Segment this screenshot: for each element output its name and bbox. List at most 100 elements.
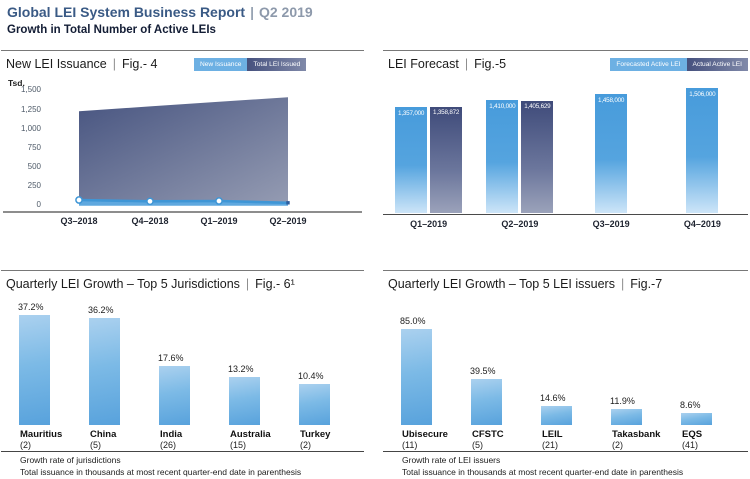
fig5-title-pipe: | (464, 57, 469, 71)
fig5-legend: Forecasted Active LEI Actual Active LEI (610, 58, 748, 71)
fig6-title-pipe: | (245, 277, 250, 291)
fig7-bar (401, 329, 432, 425)
legend-new-issuance: New Issuance (194, 58, 248, 71)
fig6-category-label: Mauritius (20, 429, 63, 440)
fig4-y-tick: 1,500 (20, 85, 41, 95)
fig5-actual-bar: 1,358,872 (430, 106, 463, 213)
fig5-forecast-value-label: 1,357,000 (398, 109, 425, 117)
fig5-actual-value-label: 1,358,872 (433, 109, 460, 117)
fig7-count-label: (5) (472, 440, 483, 450)
fig7-title-pipe: | (620, 277, 625, 291)
fig7-category-label: Takasbank (612, 429, 661, 440)
fig6-count-label: (5) (90, 440, 101, 450)
fig5-title-row: LEI Forecast | Fig.-5 (388, 57, 506, 71)
fig4-x-tick: Q3–2018 (60, 216, 98, 226)
fig6-footnote-2: Total issuance in thousands at most rece… (20, 467, 302, 477)
fig4-x-tick: Q1–2019 (200, 216, 238, 226)
fig7-count-label: (41) (682, 440, 699, 450)
report-period: Q2 2019 (258, 4, 313, 20)
fig4-new-issuance-line (77, 198, 290, 205)
fig7-count-label: (21) (542, 440, 559, 450)
fig6-category-label: Turkey (300, 429, 331, 440)
fig4-x-axis (3, 211, 362, 213)
fig5-x-axis (383, 213, 748, 215)
fig6-category-label: Australia (230, 429, 271, 440)
fig6-count-label: (2) (20, 440, 31, 450)
fig7-value-label: 85.0% (400, 316, 426, 326)
panel-fig4: New LEI Issuance | Fig.- 4 New Issuance To… (1, 50, 364, 241)
fig5-forecast-value-label: 1,458,000 (598, 96, 625, 104)
fig5-x-tick: Q3–2019 (592, 219, 630, 229)
fig4-total-area (79, 97, 288, 203)
fig4-title-pipe: | (112, 57, 116, 71)
fig4-y-tick: 500 (27, 161, 41, 171)
fig7-footnote-2: Total issuance in thousands at most rece… (402, 467, 684, 477)
fig5-x-tick: Q1–2019 (410, 219, 448, 229)
fig7-bar (471, 379, 502, 425)
panel-fig6: Quarterly LEI Growth – Top 5 Jurisdictio… (1, 270, 364, 479)
fig5-plot: 1,357,000 1,358,872 1,410,000 1,405,629 1,45… (383, 79, 748, 239)
fig5-forecast-bar: 1,410,000 (486, 100, 519, 213)
fig7-bottom-rule (383, 450, 748, 452)
fig7-category-label: LEIL (542, 429, 563, 440)
fig4-y-tick: 750 (27, 142, 41, 152)
fig6-title: Quarterly LEI Growth – Top 5 Jurisdictio… (6, 277, 240, 291)
fig4-data-marker (215, 197, 223, 205)
fig7-value-label: 14.6% (540, 393, 566, 404)
fig7-count-label: (2) (612, 440, 623, 450)
fig4-data-marker-end (286, 201, 290, 205)
fig7-bar (681, 413, 712, 425)
fig5-forecast-bar: 1,458,000 (595, 94, 628, 213)
legend-actual-active-lei: Actual Active LEI (686, 58, 748, 71)
fig6-bar (159, 365, 190, 425)
fig6-bar (89, 318, 120, 425)
fig5-fig-label: Fig.-5 (474, 57, 507, 71)
fig6-value-label: 37.2% (18, 302, 44, 313)
fig5-forecast-value-label: 1,506,000 (689, 90, 716, 98)
fig5-actual-value-label: 1,405,629 (524, 103, 551, 111)
fig6-title-row: Quarterly LEI Growth – Top 5 Jurisdictio… (6, 277, 295, 291)
fig6-category-label: India (160, 429, 183, 440)
fig6-value-label: 10.4% (298, 371, 324, 382)
fig4-plot: Tsd. 1,500 1,250 1,000 750 500 250 0 Q3–2018 Q4–… (1, 78, 364, 239)
fig5-bar-group: 1,458,000 (566, 79, 657, 213)
fig7-footnote-1: Growth rate of LEI issuers (402, 455, 501, 465)
fig6-count-label: (2) (300, 440, 311, 450)
fig7-value-label: 8.6% (680, 400, 701, 410)
fig6-value-label: 13.2% (228, 364, 254, 375)
fig4-data-marker (146, 197, 154, 206)
fig7-value-label: 11.9% (610, 396, 635, 407)
fig4-unit-label: Tsd. (8, 78, 25, 88)
fig4-y-tick: 250 (27, 180, 41, 190)
fig6-bar (229, 377, 260, 425)
fig7-category-label: CFSTC (472, 429, 504, 440)
fig5-bar-group: 1,410,000 1,405,629 (474, 79, 565, 213)
fig4-fig-label: Fig.- 4 (122, 57, 158, 71)
fig7-count-label: (11) (402, 440, 418, 450)
fig6-bottom-rule (1, 450, 364, 452)
fig5-bar-group: 1,506,000 (657, 79, 748, 213)
fig6-plot: Growth rate of jurisdictions Total issua… (1, 271, 364, 479)
report-title: Global LEI System Business Report (7, 4, 246, 20)
fig4-x-tick: Q2–2019 (269, 216, 307, 226)
legend-total-lei-issued: Total LEI Issued (247, 58, 307, 71)
fig6-bar (299, 384, 330, 425)
fig4-title-row: New LEI Issuance | Fig.- 4 (6, 57, 157, 71)
fig5-forecast-bar: 1,357,000 (395, 107, 428, 213)
fig6-footnote-1: Growth rate of jurisdictions (20, 455, 121, 465)
fig6-fig-label: Fig.- 6¹ (255, 277, 295, 291)
fig4-data-marker (75, 196, 83, 204)
fig5-bars: 1,357,000 1,358,872 1,410,000 1,405,629 1,45… (383, 79, 748, 213)
fig4-legend: New Issuance Total LEI Issued (194, 58, 307, 71)
fig4-y-tick: 1,250 (20, 104, 41, 114)
fig5-x-tick: Q4–2019 (683, 219, 721, 229)
panel-fig5: LEI Forecast | Fig.-5 Forecasted Active LE… (383, 50, 748, 241)
fig5-forecast-bar: 1,506,000 (686, 88, 719, 213)
fig7-fig-label: Fig.-7 (630, 277, 663, 291)
fig7-value-label: 39.5% (470, 366, 496, 376)
fig7-bar (541, 406, 572, 425)
fig4-area-chart (75, 97, 290, 206)
fig4-x-tick: Q4–2018 (131, 216, 169, 226)
fig6-count-label: (15) (230, 440, 247, 450)
fig6-value-label: 36.2% (88, 305, 114, 315)
